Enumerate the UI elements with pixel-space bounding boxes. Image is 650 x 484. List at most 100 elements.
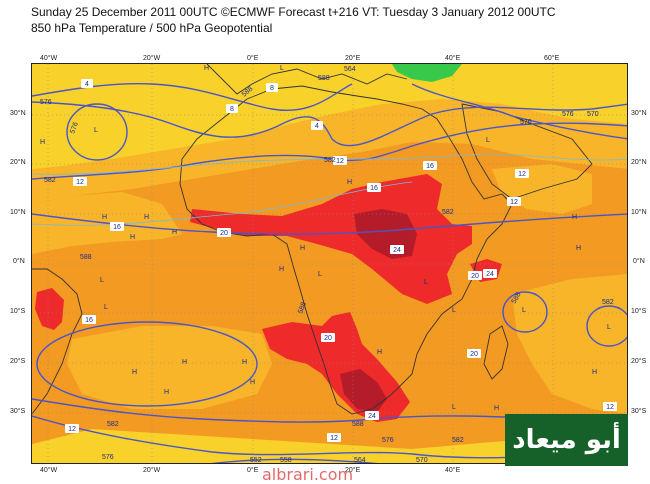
high-pressure-marker: H [144, 214, 149, 221]
geo-label: 582 [107, 421, 119, 428]
high-pressure-marker: H [172, 229, 177, 236]
geo-label: 582 [452, 437, 464, 444]
geo-label: 582 [324, 157, 336, 164]
lon-tick-top: 20°W [143, 55, 161, 62]
low-pressure-marker: L [94, 127, 98, 134]
temp-label: 16 [367, 183, 381, 192]
lat-tick-left: 30°S [10, 408, 26, 415]
geo-label: 582 [602, 299, 614, 306]
temp-label: 20 [217, 228, 231, 237]
svg-text:16: 16 [85, 317, 93, 324]
high-pressure-marker: H [204, 65, 209, 72]
high-pressure-marker: H [130, 234, 135, 241]
temp-label: 20 [467, 349, 481, 358]
svg-text:16: 16 [426, 163, 434, 170]
low-pressure-marker: L [104, 304, 108, 311]
temp-label: 24 [390, 245, 404, 254]
temperature-label-group: 4 8 12 16 20 24 [65, 79, 617, 442]
geo-label: 588 [352, 421, 364, 428]
geo-label: 588 [297, 301, 308, 314]
high-pressure-marker: H [377, 349, 382, 356]
lat-tick-left: 10°N [10, 209, 26, 216]
arabia-coastline [461, 103, 593, 200]
lat-tick-left: 0°N [13, 258, 25, 265]
lat-tick-left: 30°N [10, 110, 26, 117]
high-pressure-marker: H [572, 214, 577, 221]
high-pressure-marker: H [494, 405, 499, 412]
temp-field-red-southamerica [35, 288, 64, 330]
svg-text:24: 24 [393, 247, 401, 254]
high-pressure-marker: H [592, 369, 597, 376]
low-pressure-marker: L [522, 307, 526, 314]
map-panel: 4 8 12 16 20 24 [31, 63, 628, 464]
isoline-northern-4 [411, 83, 627, 140]
south-america-coastline [32, 268, 83, 415]
temp-label: 16 [423, 161, 437, 170]
temp-label: 12 [327, 433, 341, 442]
temp-label: 4 [81, 79, 93, 88]
geo-label: 576 [520, 119, 532, 126]
low-pressure-marker: L [318, 271, 322, 278]
temp-label: 12 [65, 424, 79, 433]
svg-text:4: 4 [85, 81, 89, 88]
lon-tick-bottom: 0°E [247, 467, 259, 474]
svg-text:20: 20 [324, 335, 332, 342]
lat-tick-right: 20°N [631, 159, 647, 166]
lat-tick-right: 20°S [631, 358, 647, 365]
geo-label: 588 [80, 254, 92, 261]
svg-text:8: 8 [270, 85, 274, 92]
high-pressure-marker: H [250, 379, 255, 386]
isoline-northern-3 [32, 122, 627, 180]
coastlines [32, 64, 593, 415]
isoline-low-indian-1 [502, 291, 548, 333]
high-pressure-marker: H [279, 266, 284, 273]
low-pressure-marker: L [452, 307, 456, 314]
high-pressure-marker: H [576, 245, 581, 252]
high-pressure-marker: H [182, 359, 187, 366]
geo-label: 552 [250, 457, 262, 464]
geo-label: 576 [102, 454, 114, 461]
geo-label: 558 [280, 457, 292, 464]
lon-tick-bottom: 20°E [345, 467, 361, 474]
svg-text:12: 12 [336, 158, 344, 165]
watermark-text: albrari.com [262, 465, 354, 484]
lon-tick-top: 20°E [345, 55, 361, 62]
high-pressure-marker: H [347, 179, 352, 186]
temp-field-yellow-north [32, 64, 627, 169]
lon-tick-bottom: 20°W [143, 467, 161, 474]
geo-label: 576 [40, 99, 52, 106]
geo-label: 564 [344, 66, 356, 73]
lat-tick-left: 20°S [10, 358, 26, 365]
svg-text:12: 12 [76, 179, 84, 186]
geo-label: 576 [562, 111, 574, 118]
high-pressure-marker: H [164, 389, 169, 396]
low-pressure-marker: L [452, 404, 456, 411]
lat-tick-right: 10°N [631, 209, 647, 216]
lat-tick-left: 20°N [10, 159, 26, 166]
temp-field-lightorange-southatlantic [67, 326, 272, 409]
pressure-marker-group: H L H L H H H H H H H L L H H L L L H H … [40, 65, 611, 412]
svg-text:12: 12 [68, 426, 76, 433]
isoline-southern-1 [32, 398, 627, 423]
svg-text:8: 8 [230, 106, 234, 113]
lat-tick-right: 30°N [631, 110, 647, 117]
geo-label: 588 [318, 75, 330, 82]
temp-label: 8 [266, 83, 278, 92]
geo-label: 582 [44, 177, 56, 184]
temp-isoline-12 [32, 153, 627, 175]
high-pressure-marker: H [102, 214, 107, 221]
lon-tick-bottom: 40°E [445, 467, 461, 474]
svg-text:24: 24 [368, 413, 376, 420]
isoline-tropical-1 [32, 213, 627, 235]
low-pressure-marker: L [607, 324, 611, 331]
madagascar-coastline [483, 325, 509, 380]
temp-label: 16 [82, 315, 96, 324]
lat-tick-left: 10°S [10, 308, 26, 315]
low-pressure-marker: L [486, 137, 490, 144]
temp-label: 12 [507, 197, 521, 206]
temp-label: 12 [333, 156, 347, 165]
svg-text:20: 20 [220, 230, 228, 237]
svg-text:24: 24 [486, 271, 494, 278]
temp-label: 8 [226, 104, 238, 113]
low-pressure-marker: L [424, 279, 428, 286]
